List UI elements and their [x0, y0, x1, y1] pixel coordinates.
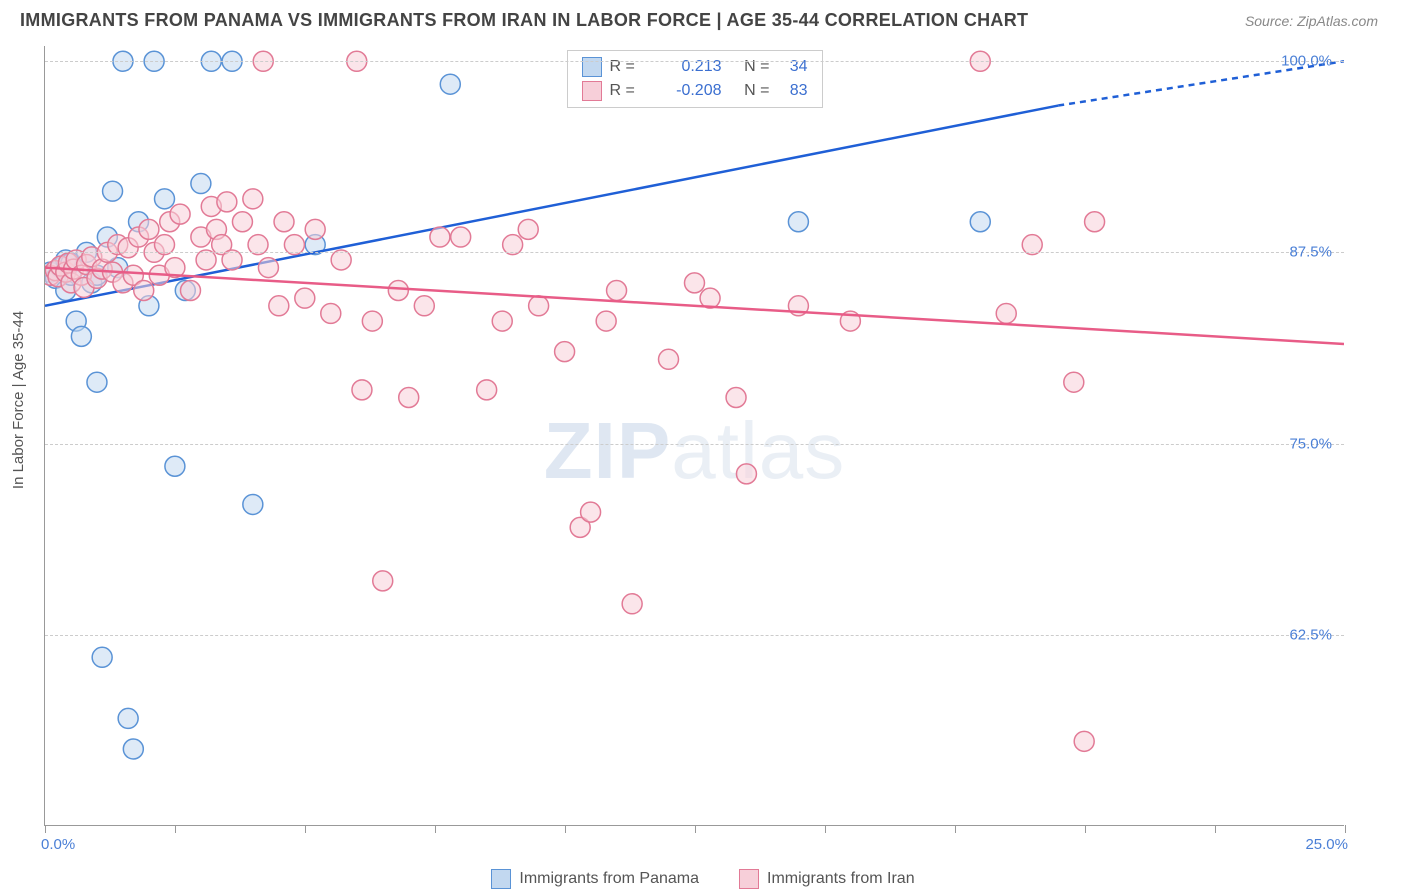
data-point — [139, 219, 159, 239]
data-point — [388, 281, 408, 301]
gridline-h — [45, 252, 1344, 253]
data-point — [87, 372, 107, 392]
data-point — [788, 212, 808, 232]
gridline-h — [45, 61, 1344, 62]
x-tick — [435, 825, 436, 833]
data-point — [492, 311, 512, 331]
data-point — [217, 192, 237, 212]
legend-swatch-iran — [582, 81, 602, 101]
legend-item-panama: Immigrants from Panama — [491, 869, 699, 889]
data-point — [659, 349, 679, 369]
legend-swatch-panama — [582, 57, 602, 77]
legend-item-iran: Immigrants from Iran — [739, 869, 915, 889]
data-point — [123, 739, 143, 759]
data-point — [430, 227, 450, 247]
chart-source: Source: ZipAtlas.com — [1245, 13, 1378, 29]
data-point — [622, 594, 642, 614]
data-point — [170, 204, 190, 224]
data-point — [477, 380, 497, 400]
gridline-h — [45, 444, 1344, 445]
x-tick — [175, 825, 176, 833]
legend-row-iran: R = -0.208 N = 83 — [582, 79, 808, 103]
x-tick — [1215, 825, 1216, 833]
x-tick — [1345, 825, 1346, 833]
x-tick — [695, 825, 696, 833]
data-point — [607, 281, 627, 301]
data-point — [970, 212, 990, 232]
data-point — [596, 311, 616, 331]
data-point — [1064, 372, 1084, 392]
ytick-label: 75.0% — [1289, 435, 1332, 452]
x-tick — [305, 825, 306, 833]
bottom-legend: Immigrants from Panama Immigrants from I… — [0, 869, 1406, 889]
data-point — [581, 502, 601, 522]
x-tick — [825, 825, 826, 833]
ytick-label: 100.0% — [1281, 53, 1332, 70]
data-point — [305, 219, 325, 239]
data-point — [165, 456, 185, 476]
stats-legend: R = 0.213 N = 34 R = -0.208 N = 83 — [567, 50, 823, 108]
data-point — [362, 311, 382, 331]
data-point — [134, 281, 154, 301]
gridline-h — [45, 635, 1344, 636]
chart-title: IMMIGRANTS FROM PANAMA VS IMMIGRANTS FRO… — [20, 10, 1028, 31]
data-point — [274, 212, 294, 232]
xtick-label: 0.0% — [41, 836, 75, 853]
x-tick — [1085, 825, 1086, 833]
xtick-label: 25.0% — [1305, 836, 1348, 853]
legend-row-panama: R = 0.213 N = 34 — [582, 55, 808, 79]
data-point — [399, 387, 419, 407]
data-point — [191, 174, 211, 194]
data-point — [243, 189, 263, 209]
chart-plot-area: ZIPatlas R = 0.213 N = 34 R = -0.208 N =… — [44, 46, 1344, 826]
x-tick — [45, 825, 46, 833]
data-point — [373, 571, 393, 591]
y-axis-label: In Labor Force | Age 35-44 — [10, 311, 27, 489]
x-tick — [955, 825, 956, 833]
data-point — [232, 212, 252, 232]
data-point — [155, 189, 175, 209]
data-point — [529, 296, 549, 316]
data-point — [180, 281, 200, 301]
data-point — [352, 380, 372, 400]
ytick-label: 87.5% — [1289, 244, 1332, 261]
data-point — [685, 273, 705, 293]
legend-label-panama: Immigrants from Panama — [519, 870, 699, 888]
data-point — [1074, 731, 1094, 751]
data-point — [440, 74, 460, 94]
scatter-svg — [45, 46, 1344, 825]
legend-swatch-iran-b — [739, 869, 759, 889]
data-point — [451, 227, 471, 247]
data-point — [736, 464, 756, 484]
data-point — [295, 288, 315, 308]
x-tick — [565, 825, 566, 833]
data-point — [518, 219, 538, 239]
data-point — [414, 296, 434, 316]
legend-label-iran: Immigrants from Iran — [767, 870, 915, 888]
data-point — [258, 258, 278, 278]
data-point — [1085, 212, 1105, 232]
data-point — [71, 326, 91, 346]
data-point — [92, 647, 112, 667]
data-point — [726, 387, 746, 407]
data-point — [118, 708, 138, 728]
legend-swatch-panama-b — [491, 869, 511, 889]
data-point — [103, 181, 123, 201]
data-point — [996, 303, 1016, 323]
data-point — [243, 494, 263, 514]
data-point — [555, 342, 575, 362]
data-point — [269, 296, 289, 316]
data-point — [321, 303, 341, 323]
ytick-label: 62.5% — [1289, 626, 1332, 643]
